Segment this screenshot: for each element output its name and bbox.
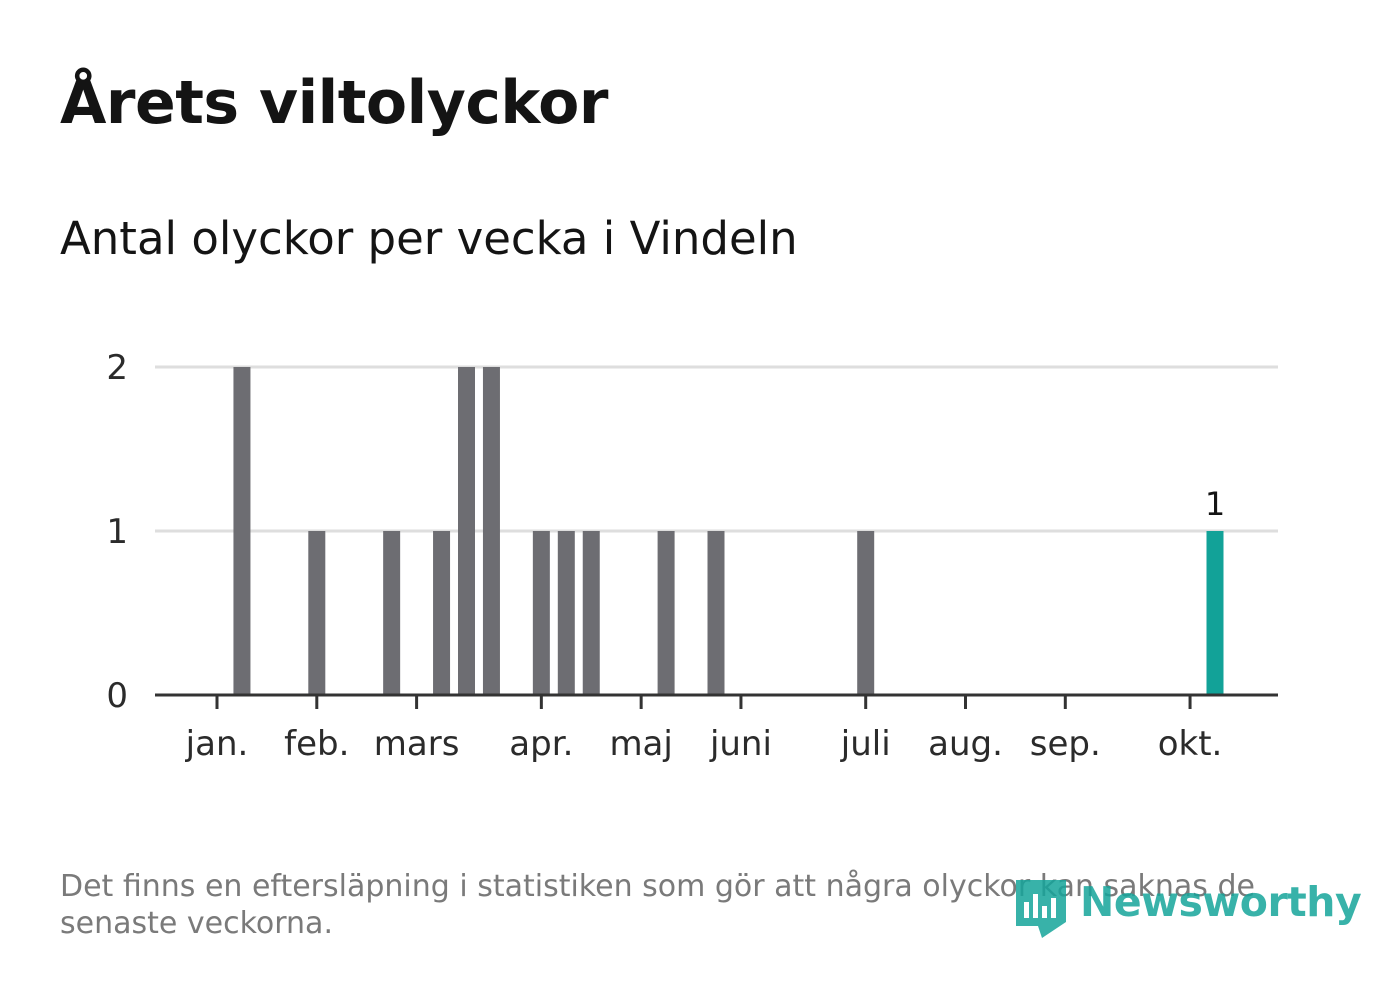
- data-label: 1: [1205, 485, 1225, 523]
- bar: [707, 531, 725, 695]
- x-tick-label: apr.: [509, 724, 573, 764]
- x-tick-label: feb.: [284, 724, 349, 764]
- x-tick-label: maj: [609, 724, 672, 764]
- x-tick-label: mars: [374, 724, 460, 764]
- chart-title: Årets viltolyckor: [60, 68, 609, 138]
- x-tick-label: sep.: [1030, 724, 1101, 764]
- x-tick-label: okt.: [1158, 724, 1223, 764]
- x-tick-label: juli: [840, 724, 891, 764]
- logo-text: Newsworthy: [1080, 878, 1362, 926]
- bar: [657, 531, 675, 695]
- bar: [233, 367, 251, 695]
- bar: [433, 531, 451, 695]
- newsworthy-logo: Newsworthy: [1012, 876, 1362, 946]
- bar: [458, 367, 475, 695]
- bar: [308, 531, 326, 695]
- chart-subtitle: Antal olyckor per vecka i Vindeln: [60, 212, 798, 265]
- bar: [557, 531, 575, 695]
- bar: [582, 531, 600, 695]
- x-tick-label: juni: [709, 724, 772, 764]
- y-tick-label: 0: [106, 676, 128, 716]
- bar: [532, 531, 550, 695]
- bar: [857, 531, 875, 695]
- x-tick-label: aug.: [928, 724, 1003, 764]
- bar: [482, 367, 500, 695]
- x-tick-label: jan.: [185, 724, 249, 764]
- y-tick-label: 2: [106, 348, 128, 388]
- bar-chart-badge-icon: [1016, 880, 1066, 938]
- y-tick-label: 1: [106, 512, 128, 552]
- bar: [383, 531, 401, 695]
- bar-highlight: [1206, 531, 1224, 695]
